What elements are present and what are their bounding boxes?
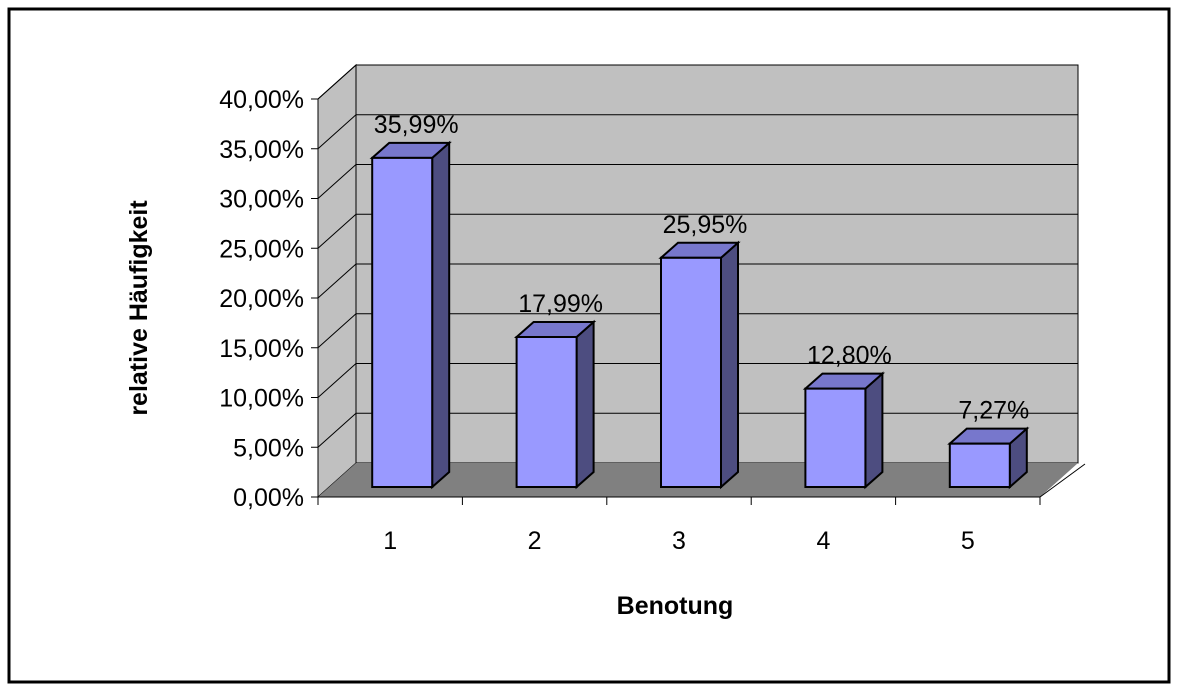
- bar-side: [575, 319, 595, 490]
- gridline: [317, 64, 1078, 100]
- data-label: 25,95%: [663, 211, 748, 239]
- y-axis-title: relative Häufigkeit: [125, 200, 153, 416]
- bar: [369, 140, 452, 490]
- bar-side: [720, 240, 739, 490]
- x-tick-label: 3: [672, 527, 686, 555]
- bars: [369, 140, 1030, 490]
- gridline: [317, 213, 1078, 249]
- data-labels: 35,99% 17,99% 25,95% 12,80% 7,27%: [374, 111, 1029, 425]
- bar-front: [660, 256, 722, 488]
- bar-front: [371, 156, 434, 488]
- y-tick-label: 10,00%: [219, 385, 304, 413]
- y-tick-label: 15,00%: [219, 335, 304, 363]
- gridline: [317, 313, 1078, 349]
- y-axis: 0,00% 5,00% 10,00% 15,00% 20,00% 25,00% 30,00%…: [219, 86, 319, 512]
- gridline: [317, 263, 1078, 299]
- y-tick-label: 25,00%: [219, 235, 304, 263]
- gridline: [317, 164, 1078, 199]
- y-tick-label: 0,00%: [233, 484, 304, 512]
- y-tick-label: 20,00%: [219, 285, 304, 313]
- bar-side: [431, 140, 451, 490]
- gridlines: [317, 64, 1078, 448]
- x-axis-depth-line: [1039, 463, 1086, 498]
- bar-front: [515, 335, 578, 489]
- gridline: [317, 363, 1078, 398]
- data-label: 12,80%: [807, 342, 892, 370]
- y-tick-label: 35,00%: [219, 136, 304, 164]
- bar: [802, 371, 886, 490]
- data-label: 7,27%: [958, 397, 1029, 425]
- bar: [658, 240, 741, 490]
- x-tick-label: 2: [528, 527, 542, 555]
- x-tick-label: 5: [961, 527, 975, 555]
- x-tick-label: 4: [816, 527, 830, 555]
- x-axis-title: Benotung: [617, 592, 734, 620]
- bar: [513, 319, 597, 490]
- bar-front: [804, 387, 867, 489]
- y-tick-label: 40,00%: [219, 86, 304, 114]
- data-label: 17,99%: [518, 290, 603, 318]
- gridline: [317, 114, 1078, 150]
- x-axis: 1 2 3 4 5: [317, 463, 1086, 555]
- y-tick-label: 30,00%: [219, 186, 304, 214]
- bar: [947, 426, 1030, 490]
- data-label: 35,99%: [374, 111, 459, 139]
- y-tick-label: 5,00%: [233, 434, 304, 462]
- bar-front: [948, 442, 1011, 489]
- x-tick-label: 1: [383, 527, 397, 555]
- bar-side: [864, 371, 884, 490]
